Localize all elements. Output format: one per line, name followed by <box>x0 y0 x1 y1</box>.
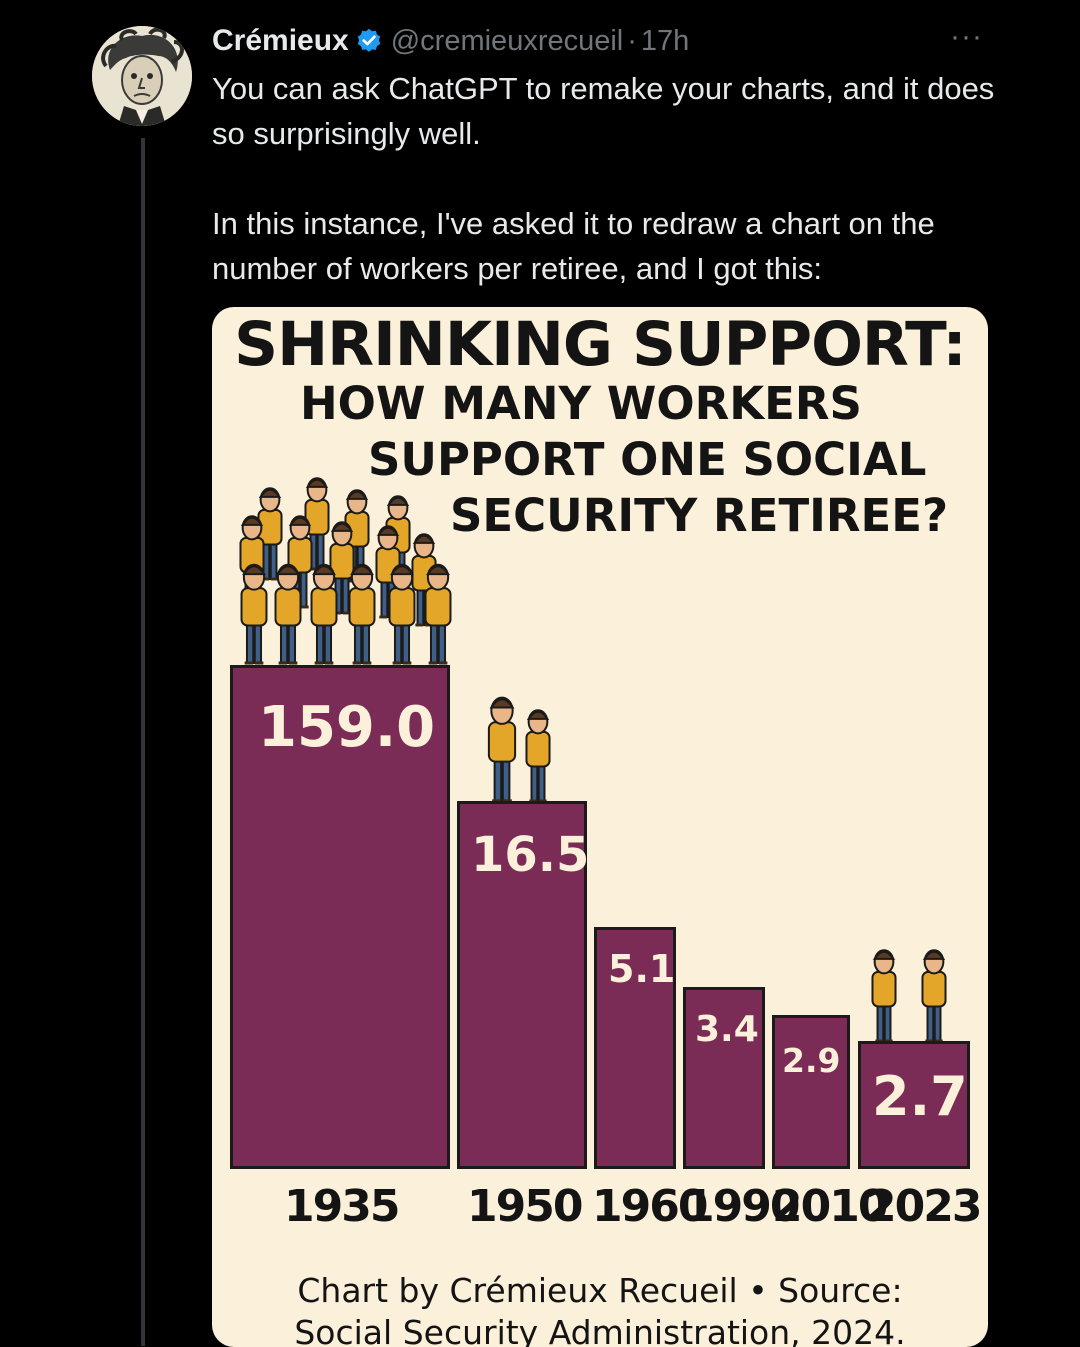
worker-figure-icon <box>348 563 376 665</box>
chart-subtitle-line-1: HOW MANY WORKERS <box>300 377 862 430</box>
chart-footer-line-2: Social Security Administration, 2024. <box>294 1313 906 1347</box>
verified-badge-icon <box>357 28 380 52</box>
chart-bar-2010 <box>772 1015 850 1169</box>
worker-figure-icon <box>871 949 897 1043</box>
chart-bar-1935 <box>230 665 450 1169</box>
chart-title: SHRINKING SUPPORT: <box>234 309 967 380</box>
more-options-icon[interactable]: ··· <box>950 20 983 53</box>
chart-category-label: 2023 <box>866 1181 982 1232</box>
tweet-media-image[interactable]: SHRINKING SUPPORT: HOW MANY WORKERS SUPP… <box>212 307 988 1347</box>
tweet-timestamp[interactable]: 17h <box>640 24 690 57</box>
worker-figure-icon <box>921 949 947 1043</box>
avatar-portrait-illustration <box>92 26 192 126</box>
worker-figure-icon <box>310 563 338 665</box>
tweet-text: You can ask ChatGPT to remake your chart… <box>212 66 1012 291</box>
chart-category-label: 1990 <box>684 1181 800 1232</box>
author-name[interactable]: Crémieux <box>212 24 349 57</box>
chart-value-label: 3.4 <box>695 1009 759 1050</box>
thread-connector-line <box>141 138 145 1346</box>
chart-bar-1960 <box>594 927 676 1169</box>
worker-figures-illustration <box>239 477 947 1043</box>
worker-figure-icon <box>388 563 416 665</box>
chart-subtitle-line-2: SUPPORT ONE SOCIAL <box>368 433 927 486</box>
chart-value-label: 5.1 <box>608 947 676 991</box>
chart-bar-1950 <box>457 801 587 1169</box>
tweet-header: Crémieux @cremieuxrecueil · 17h <box>212 22 689 60</box>
worker-figure-icon <box>274 563 302 665</box>
author-handle[interactable]: @cremieuxrecueil <box>390 24 624 57</box>
author-avatar[interactable] <box>92 26 192 126</box>
chart-value-label: 159.0 <box>258 695 436 760</box>
chart-category-label: 1935 <box>284 1181 400 1232</box>
chart-category-label: 2010 <box>772 1181 888 1232</box>
chart-bar-1990 <box>683 987 765 1169</box>
chart-bar-2023 <box>858 1041 970 1169</box>
tweet-paragraph-2: In this instance, I've asked it to redra… <box>212 206 935 286</box>
chart-footer-line-1: Chart by Crémieux Recueil • Source: <box>297 1271 903 1310</box>
chart-subtitle-line-3: SECURITY RETIREE? <box>450 489 949 542</box>
header-separator: · <box>627 24 637 57</box>
worker-figure-icon <box>329 521 355 615</box>
chart-value-label: 16.5 <box>471 827 590 883</box>
worker-figure-icon <box>424 563 452 665</box>
chart-category-label: 1960 <box>592 1181 708 1232</box>
tweet-paragraph-1: You can ask ChatGPT to remake your chart… <box>212 71 995 151</box>
worker-figure-icon <box>487 696 517 803</box>
chart-value-label: 2.9 <box>782 1041 841 1080</box>
chart-category-label: 1950 <box>467 1181 583 1232</box>
chart-value-label: 2.7 <box>872 1065 968 1128</box>
worker-figure-icon <box>525 709 551 803</box>
worker-figure-icon <box>240 563 268 665</box>
